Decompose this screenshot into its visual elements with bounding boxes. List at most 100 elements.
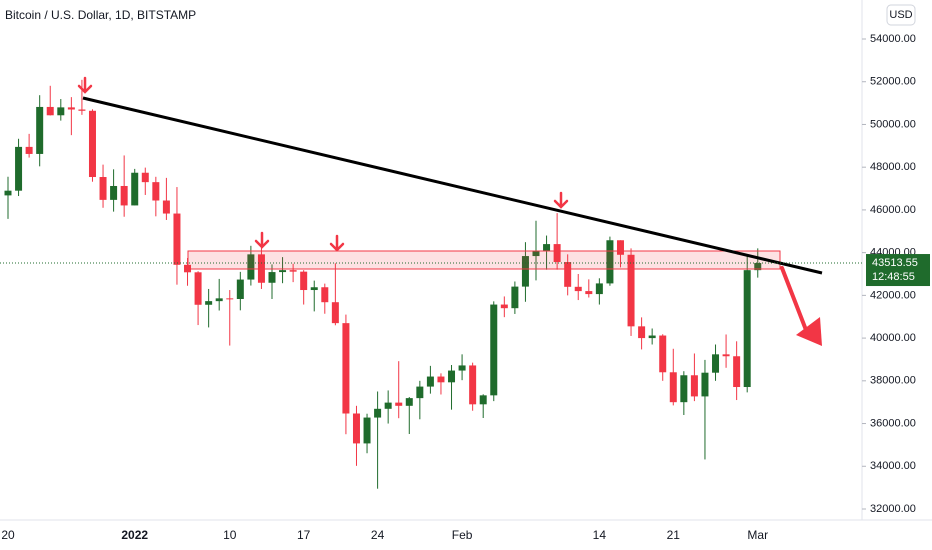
last-price-box [866, 254, 930, 287]
y-tick-label: 46000.00 [870, 204, 916, 216]
candle-body [236, 279, 244, 299]
y-tick-label: 48000.00 [870, 161, 916, 173]
candle-body [78, 109, 86, 111]
candle-body [57, 107, 65, 116]
candle-body [553, 244, 561, 263]
candle-body [25, 146, 33, 154]
candle-body [4, 190, 12, 196]
candle-body [342, 323, 350, 414]
candle-body [88, 110, 96, 178]
y-tick-label: 38000.00 [870, 375, 916, 387]
candle-body [300, 271, 308, 291]
candle-body [543, 244, 551, 252]
candle-body [67, 107, 75, 110]
candle-body [490, 304, 498, 396]
currency-button[interactable] [886, 4, 916, 26]
candle-body [712, 354, 720, 373]
candle-body [500, 304, 508, 309]
down-arrow [254, 231, 270, 249]
candle-body [215, 298, 223, 302]
candle-body [120, 185, 128, 206]
candle-body [585, 291, 593, 295]
down-arrow [329, 234, 345, 252]
y-tick-label: 50000.00 [870, 118, 916, 130]
candle-body [680, 375, 688, 403]
candle-body [46, 106, 54, 116]
price-tag: 43513.55 12:48:55 [0, 254, 930, 287]
candle-body [606, 240, 614, 284]
arrows [77, 76, 822, 346]
candle-body [173, 213, 181, 265]
y-tick-label: 44000.00 [870, 247, 916, 259]
candle-body [374, 408, 382, 418]
candle-body [205, 301, 213, 305]
candle-body [131, 172, 139, 206]
candle-body [426, 376, 434, 387]
down-arrow [77, 76, 93, 94]
forecast-arrowhead [796, 317, 822, 346]
candle-body [521, 256, 529, 287]
x-tick-label: 21 [667, 528, 681, 542]
candle-body [268, 272, 276, 283]
candle-body [141, 172, 149, 183]
candle-body [110, 185, 118, 200]
candle-body [754, 263, 762, 271]
candle-body [511, 286, 519, 309]
candle-body [469, 365, 477, 405]
candle-body [648, 335, 656, 339]
y-tick-label: 40000.00 [870, 332, 916, 344]
candle-body [279, 270, 287, 273]
candle-body [36, 106, 44, 154]
candle-body [701, 372, 709, 397]
candle-body [194, 272, 202, 305]
candle-body [690, 375, 698, 397]
y-tick-label: 52000.00 [870, 76, 916, 88]
candle-body [616, 240, 624, 255]
candle-body [162, 200, 170, 214]
x-tick-label: 2022 [121, 528, 148, 542]
last-price-label: 43513.55 [872, 257, 918, 269]
candle-body [595, 283, 603, 295]
candle-body [659, 335, 667, 373]
candle-body [152, 182, 160, 201]
x-tick-label: Feb [452, 528, 473, 542]
candle-body [99, 177, 107, 200]
candle-body [564, 262, 572, 287]
candle-body [352, 413, 360, 444]
forecast-arrow [780, 266, 808, 332]
candle-body [289, 270, 297, 272]
y-tick-label: 34000.00 [870, 460, 916, 472]
candle-body [448, 370, 456, 383]
down-arrow [553, 191, 569, 209]
candle-body [437, 376, 445, 383]
candle-body [743, 270, 751, 388]
candle-body [532, 251, 540, 257]
candle-body [627, 254, 635, 327]
resistance-zone [187, 250, 781, 270]
candle-body [395, 402, 403, 406]
candle-body [331, 302, 339, 324]
x-tick-label: 10 [223, 528, 237, 542]
chart-title: Bitcoin / U.S. Dollar, 1D, BITSTAMP [5, 8, 196, 22]
x-tick-label: 20 [1, 528, 15, 542]
x-tick-label: 17 [297, 528, 311, 542]
y-tick-label: 54000.00 [870, 33, 916, 45]
candle-body [458, 365, 466, 371]
candle-body [226, 298, 234, 300]
candle-body [733, 356, 741, 388]
candle-body [574, 286, 582, 292]
y-tick-label: 42000.00 [870, 289, 916, 301]
candle-body [722, 354, 730, 357]
candle-body [405, 398, 413, 406]
candle-body [384, 402, 392, 409]
candle-body [310, 287, 318, 291]
x-tick-label: 14 [593, 528, 607, 542]
candle-body [479, 395, 487, 405]
currency-label[interactable]: USD [889, 9, 912, 21]
candle-body [321, 287, 329, 303]
x-tick-label: Mar [747, 528, 768, 542]
candle-body [15, 146, 23, 191]
candle-body [669, 372, 677, 403]
